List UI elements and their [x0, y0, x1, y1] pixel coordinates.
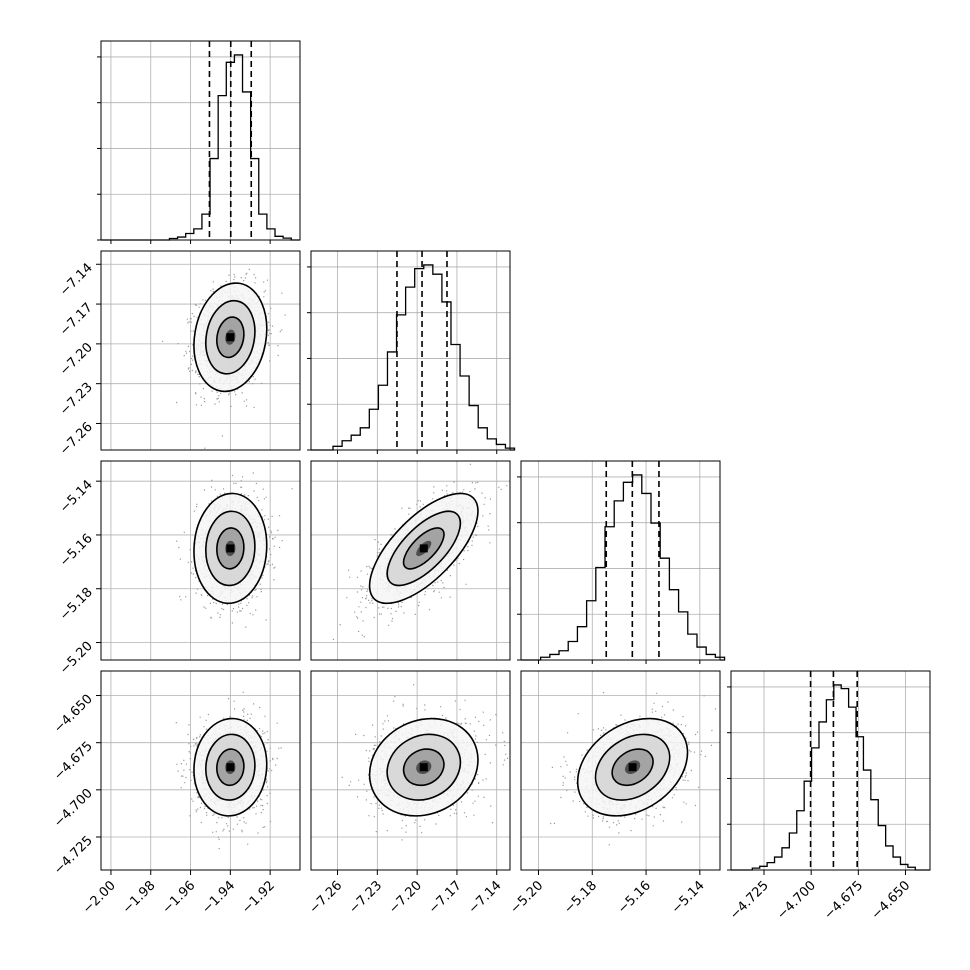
- y-tick-label: −5.18: [57, 585, 96, 624]
- x-tick-label: −7.23: [346, 878, 385, 917]
- density-panel: [310, 670, 511, 871]
- histogram-step: [311, 264, 516, 451]
- x-tick-label: −4.700: [774, 878, 819, 923]
- y-tick-label: −4.650: [51, 692, 96, 737]
- density-peak: [419, 763, 428, 772]
- y-tick-label: −4.700: [51, 786, 96, 831]
- panel-frame: [100, 40, 301, 241]
- density-content: [176, 472, 293, 628]
- panel-frame: [100, 250, 301, 451]
- y-tick-label: −7.17: [57, 300, 96, 339]
- panel-frame: [520, 670, 721, 871]
- histogram-panel: [97, 40, 301, 241]
- y-tick-label: −4.725: [51, 833, 96, 878]
- contour-line: [216, 527, 245, 570]
- density-panel: [100, 670, 301, 871]
- panel-frame: [310, 460, 511, 661]
- x-tick-label: −5.16: [615, 878, 654, 917]
- x-tick-label: −5.14: [669, 878, 708, 917]
- contour-line: [205, 299, 256, 375]
- density-peak: [226, 763, 235, 772]
- x-tick-label: −4.675: [822, 878, 867, 923]
- y-tick-label: −7.20: [57, 340, 96, 379]
- density-peak: [226, 333, 235, 342]
- y-tick-label: −7.14: [57, 260, 96, 299]
- density-peak: [628, 763, 637, 772]
- density-content: [162, 268, 286, 449]
- contour-line: [205, 733, 256, 801]
- contour-line: [216, 748, 245, 787]
- panel-frame: [310, 250, 511, 451]
- y-tick-label: −5.20: [57, 639, 96, 678]
- x-tick-label: −5.20: [508, 878, 547, 917]
- contour-line: [368, 717, 479, 817]
- y-tick-label: −7.26: [57, 420, 96, 459]
- contour-line: [402, 748, 445, 787]
- x-tick-label: −7.26: [307, 878, 346, 917]
- y-tick-label: −4.675: [51, 739, 96, 784]
- histogram-panel: [517, 460, 726, 661]
- density-content: [550, 692, 717, 846]
- sample-points: [175, 691, 282, 850]
- y-tick-label: −5.16: [57, 531, 96, 570]
- contour-line: [402, 527, 445, 570]
- contour-line: [386, 733, 462, 801]
- density-panel: [520, 670, 721, 871]
- contour-line: [193, 282, 268, 393]
- panel-frame: [730, 670, 931, 871]
- density-panel: [100, 250, 301, 451]
- panel-frame: [100, 460, 301, 661]
- histogram-step: [521, 474, 726, 661]
- x-tick-label: −4.725: [727, 878, 772, 923]
- contour-line: [368, 492, 479, 605]
- density-peak: [226, 544, 235, 553]
- x-tick-label: −5.18: [561, 878, 600, 917]
- panel-frame: [520, 460, 721, 661]
- histogram-panel: [307, 250, 516, 451]
- x-tick-label: −1.98: [120, 878, 159, 917]
- contour-line: [193, 492, 268, 605]
- density-peak: [419, 544, 428, 553]
- panel-frame: [100, 670, 301, 871]
- contour-line: [576, 717, 689, 817]
- x-tick-label: −1.94: [199, 878, 238, 917]
- histogram-panel: [727, 670, 931, 871]
- x-tick-label: −1.96: [160, 878, 199, 917]
- x-tick-label: −4.650: [869, 878, 914, 923]
- y-tick-label: −5.14: [57, 477, 96, 516]
- x-tick-label: −7.20: [386, 878, 425, 917]
- density-panel: [100, 460, 301, 661]
- contour-line: [216, 316, 245, 359]
- y-tick-label: −7.23: [57, 380, 96, 419]
- density-panel: [310, 460, 511, 661]
- contour-line: [611, 748, 654, 787]
- x-tick-label: −7.14: [466, 878, 505, 917]
- contour-line: [205, 510, 256, 587]
- contour-line: [386, 510, 462, 587]
- panel-frame: [310, 670, 511, 871]
- density-content: [332, 463, 508, 640]
- x-tick-label: −7.17: [426, 878, 465, 917]
- x-tick-label: −2.00: [80, 878, 119, 917]
- contour-line: [193, 717, 268, 817]
- x-tick-label: −1.92: [239, 878, 278, 917]
- density-content: [175, 691, 282, 850]
- histogram-step: [731, 684, 930, 871]
- density-content: [341, 684, 509, 841]
- sample-points: [341, 684, 509, 841]
- contour-line: [594, 733, 671, 801]
